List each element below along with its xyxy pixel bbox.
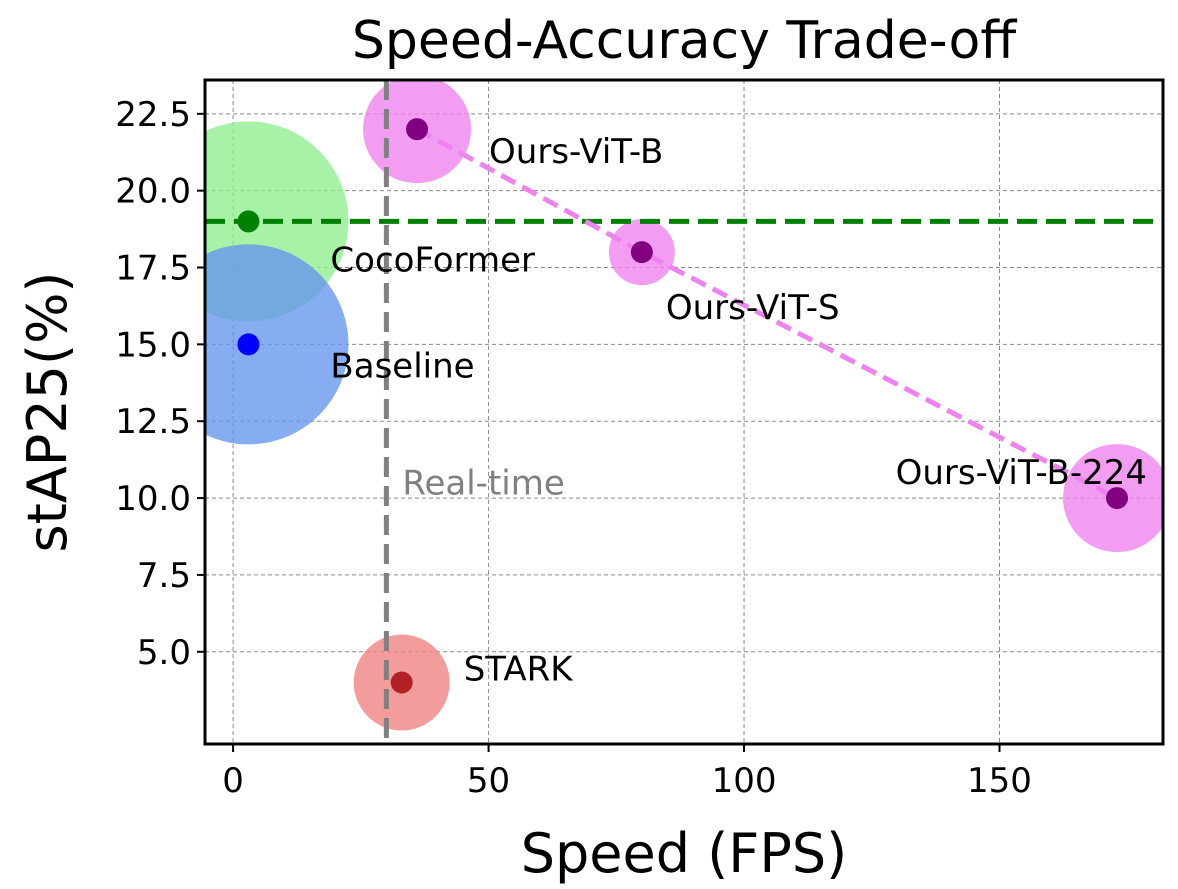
- point-ours-vit-b-224: [1106, 487, 1129, 510]
- y-tick-label: 20.0: [115, 172, 191, 212]
- y-tick-label: 7.5: [137, 556, 191, 596]
- point-label-baseline: Baseline: [330, 346, 474, 386]
- point-label-ours-vit-s: Ours-ViT-S: [666, 288, 840, 328]
- point-label-ours-vit-b-224: Ours-ViT-B-224: [896, 453, 1147, 493]
- y-tick-label: 10.0: [115, 479, 191, 519]
- chart-title: Speed-Accuracy Trade-off: [352, 11, 1017, 71]
- y-tick-label: 15.0: [115, 325, 191, 365]
- point-stark: [390, 671, 413, 694]
- x-axis-label: Speed (FPS): [521, 822, 847, 885]
- data-points: [237, 118, 1129, 694]
- x-tick-label: 150: [967, 761, 1032, 801]
- point-baseline: [237, 333, 260, 356]
- y-axis-label: stAP25(%): [16, 272, 79, 553]
- ours-trend-polyline: [415, 126, 1119, 501]
- reference-lines: [205, 80, 1163, 744]
- y-tick-label: 17.5: [115, 249, 191, 289]
- point-ours-vit-b: [406, 118, 429, 141]
- bubbles: [205, 80, 1163, 731]
- x-tick-label: 0: [222, 761, 244, 801]
- grid: [205, 80, 1163, 744]
- y-tick-label: 12.5: [115, 402, 191, 442]
- y-tick-label: 5.0: [137, 633, 191, 673]
- y-tick-label: 22.5: [115, 95, 191, 135]
- axis-ticks: 0 50 100 150 5.0 7.5 10.0 12.5 15.0 17.5 20.0 22.5: [115, 95, 1032, 801]
- bubble-baseline: [205, 244, 349, 445]
- point-label-ours-vit-b: Ours-ViT-B: [489, 132, 663, 172]
- x-tick-label: 50: [467, 761, 510, 801]
- point-label-cocoformer: CocoFormer: [330, 240, 535, 280]
- point-label-stark: STARK: [464, 650, 575, 690]
- x-tick-label: 100: [712, 761, 777, 801]
- ours-trend-line: [415, 126, 1119, 501]
- point-cocoformer: [237, 210, 260, 233]
- plot-frame: [203, 78, 1165, 746]
- point-labels: Ours-ViT-B CocoFormer Ours-ViT-S Baseline Ou…: [330, 132, 1147, 689]
- point-ours-vit-s: [630, 241, 653, 264]
- real-time-label: Real-time: [402, 464, 564, 504]
